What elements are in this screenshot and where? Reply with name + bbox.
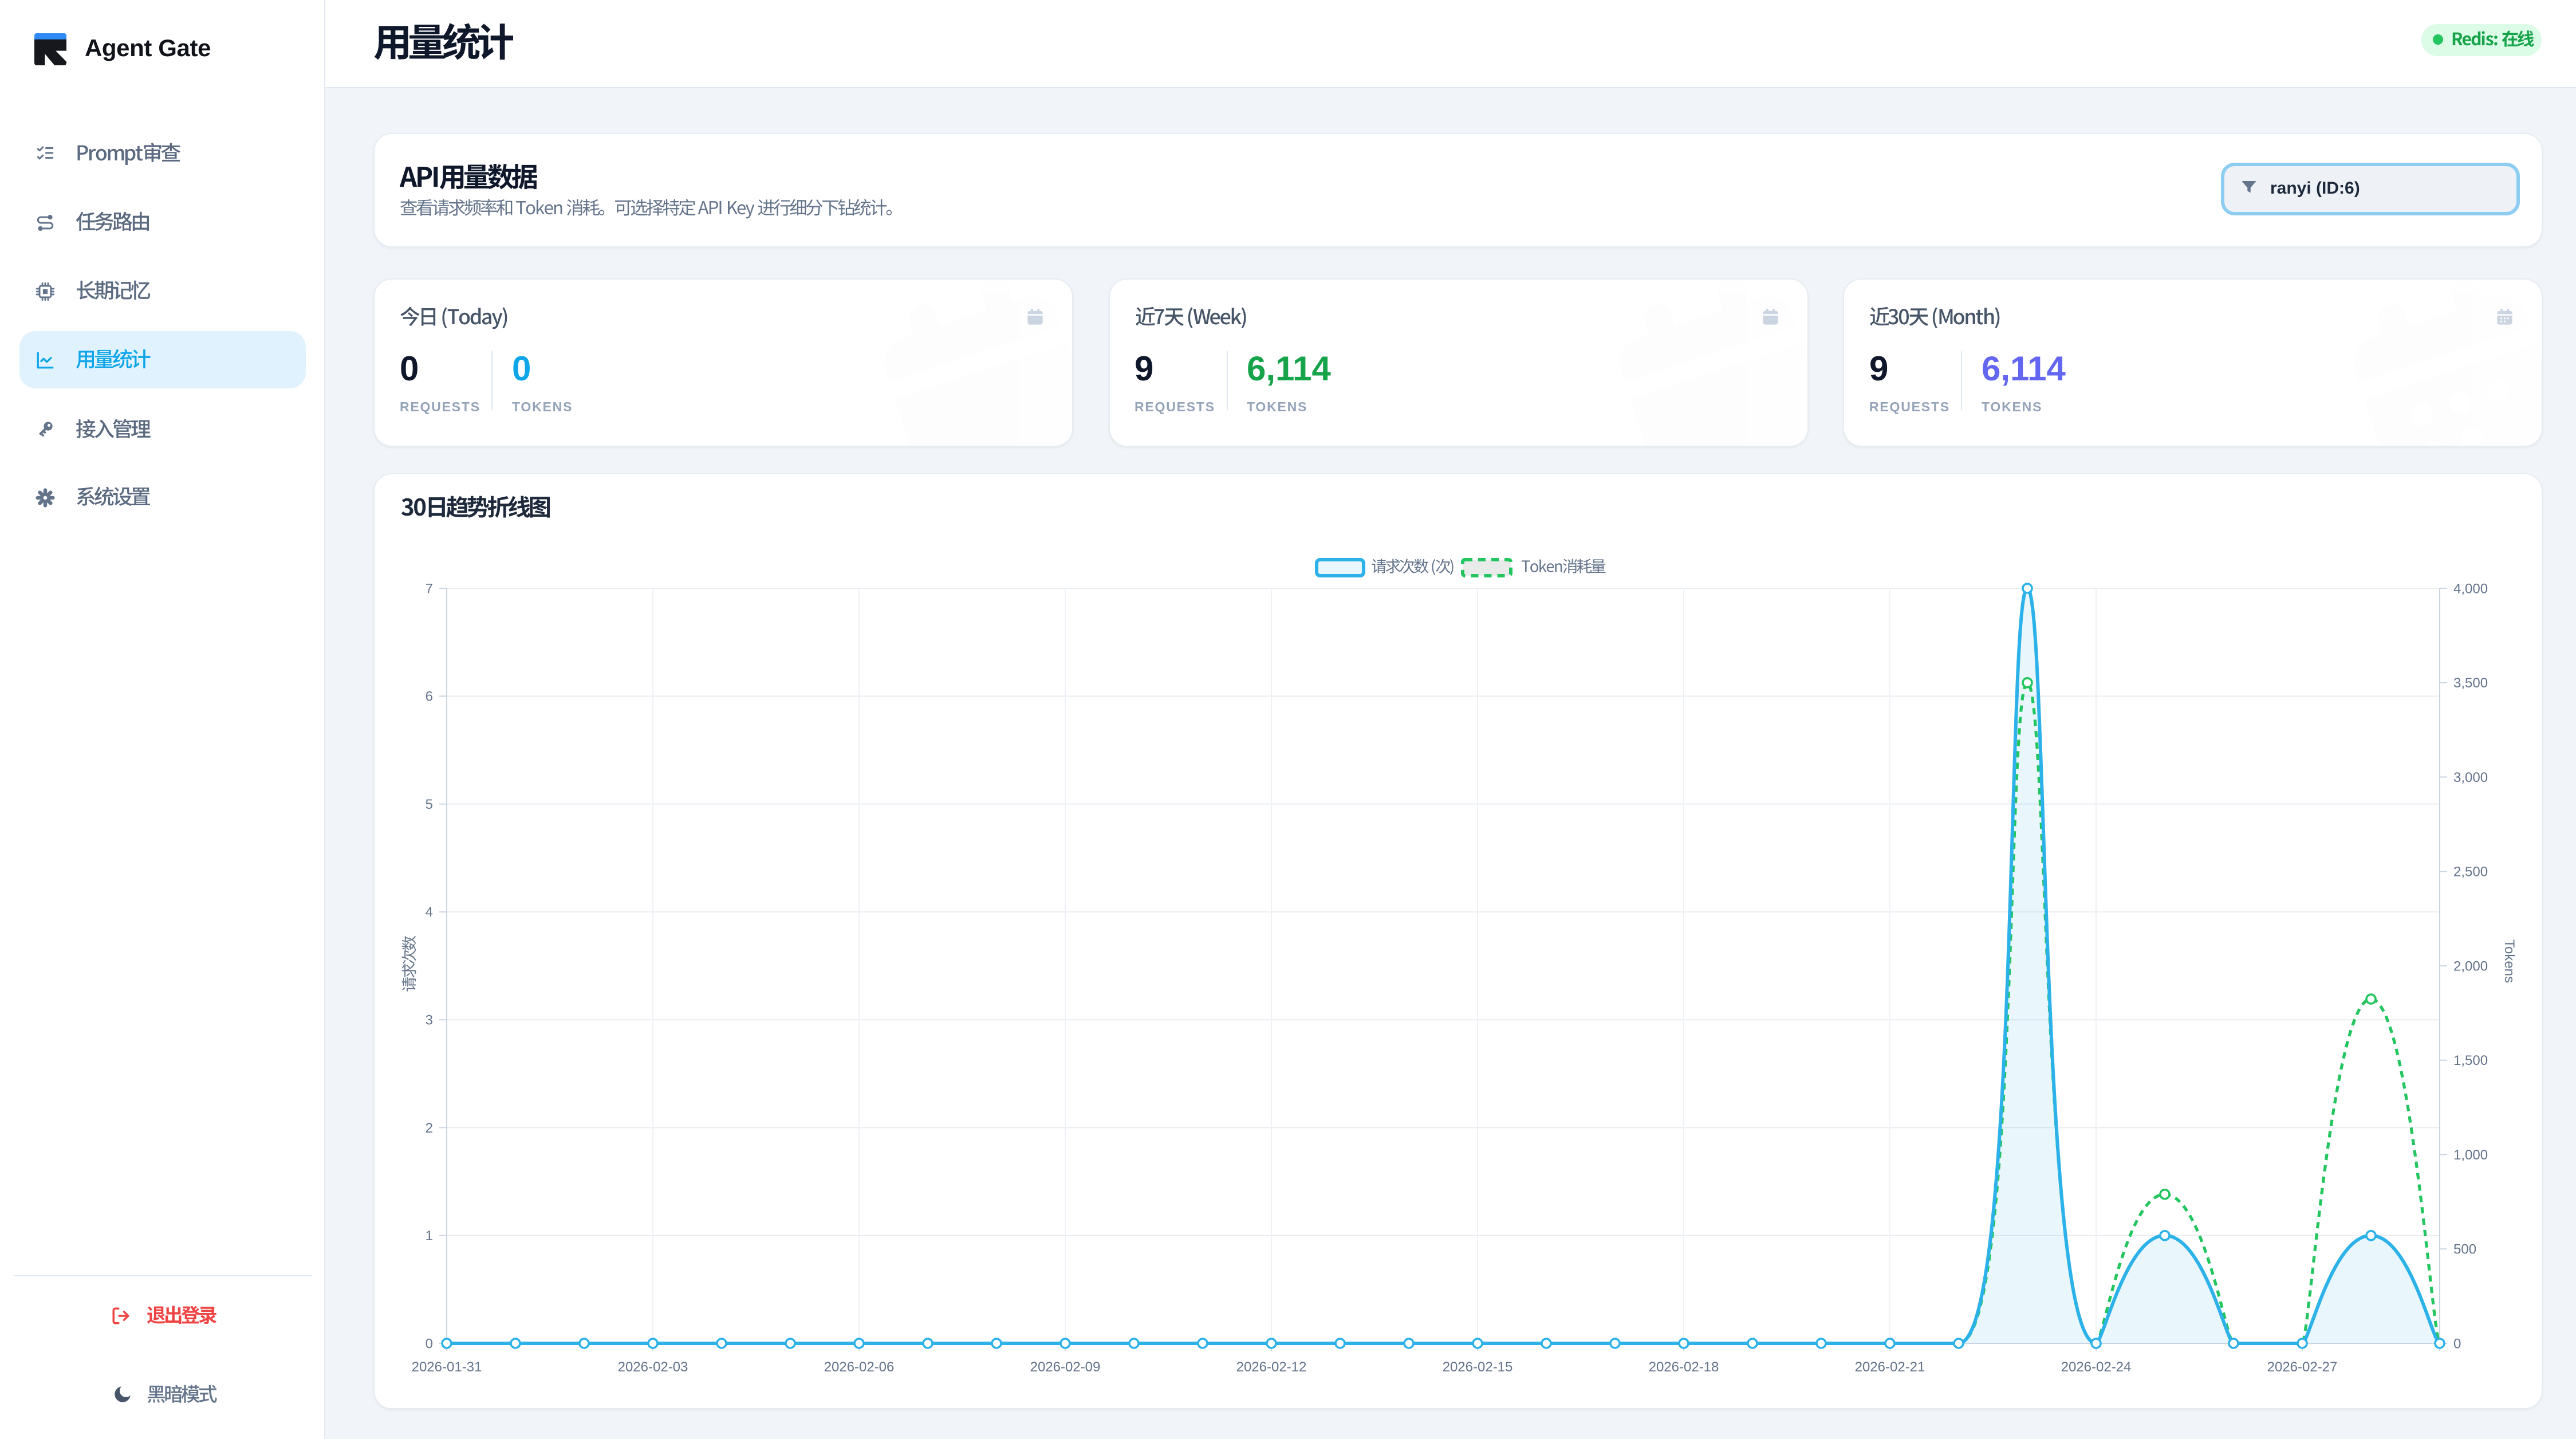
svg-text:3,000: 3,000	[2453, 770, 2488, 785]
svg-text:2026-02-03: 2026-02-03	[618, 1359, 688, 1375]
svg-text:2026-02-24: 2026-02-24	[2061, 1359, 2132, 1375]
svg-text:6: 6	[426, 689, 433, 705]
svg-text:2026-02-06: 2026-02-06	[824, 1359, 895, 1375]
svg-text:2,500: 2,500	[2453, 864, 2488, 880]
svg-text:2,000: 2,000	[2453, 958, 2488, 974]
svg-text:2026-02-18: 2026-02-18	[1649, 1359, 1719, 1375]
svg-text:5: 5	[426, 797, 433, 812]
svg-text:2026-01-31: 2026-01-31	[412, 1359, 482, 1375]
svg-text:2026-02-12: 2026-02-12	[1236, 1359, 1307, 1375]
svg-text:2026-02-27: 2026-02-27	[2267, 1359, 2338, 1375]
svg-text:3: 3	[426, 1013, 433, 1028]
svg-text:4,000: 4,000	[2453, 581, 2488, 596]
svg-text:2026-02-09: 2026-02-09	[1030, 1359, 1101, 1375]
svg-text:1,500: 1,500	[2453, 1053, 2488, 1068]
svg-text:2: 2	[426, 1120, 433, 1136]
svg-text:500: 500	[2453, 1242, 2476, 1257]
svg-text:0: 0	[426, 1336, 433, 1351]
svg-text:2026-02-21: 2026-02-21	[1855, 1359, 1925, 1375]
svg-text:7: 7	[426, 581, 433, 596]
svg-text:1: 1	[426, 1228, 433, 1244]
svg-text:2026-02-15: 2026-02-15	[1443, 1359, 1513, 1375]
svg-text:0: 0	[2453, 1336, 2461, 1351]
svg-text:Tokens: Tokens	[2502, 939, 2517, 983]
svg-text:3,500: 3,500	[2453, 675, 2488, 691]
svg-text:1,000: 1,000	[2453, 1147, 2488, 1163]
svg-text:4: 4	[426, 905, 433, 920]
